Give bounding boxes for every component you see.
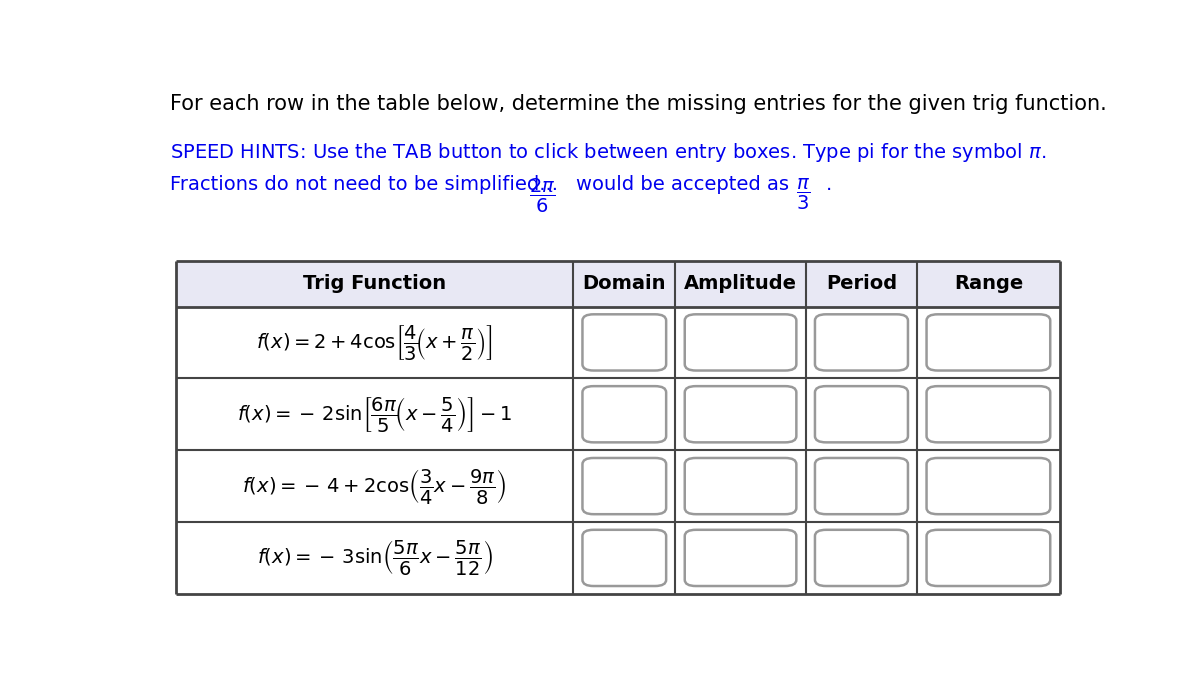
Text: Period: Period xyxy=(826,274,898,293)
Bar xyxy=(176,379,1060,450)
Text: would be accepted as: would be accepted as xyxy=(576,176,788,195)
Text: $f(x) = -\,4 + 2\cos\!\left(\dfrac{3}{4}x - \dfrac{9\pi}{8}\right)$: $f(x) = -\,4 + 2\cos\!\left(\dfrac{3}{4}… xyxy=(242,466,506,506)
FancyBboxPatch shape xyxy=(685,386,797,442)
Text: $f(x) = -\,3\sin\!\left(\dfrac{5\pi}{6}x - \dfrac{5\pi}{12}\right)$: $f(x) = -\,3\sin\!\left(\dfrac{5\pi}{6}x… xyxy=(257,538,492,577)
Bar xyxy=(176,306,1060,379)
FancyBboxPatch shape xyxy=(815,314,908,370)
FancyBboxPatch shape xyxy=(582,314,666,370)
FancyBboxPatch shape xyxy=(926,458,1050,514)
FancyBboxPatch shape xyxy=(582,530,666,586)
Text: Amplitude: Amplitude xyxy=(684,274,797,293)
Text: Domain: Domain xyxy=(582,274,666,293)
Text: Range: Range xyxy=(954,274,1024,293)
FancyBboxPatch shape xyxy=(685,530,797,586)
Bar xyxy=(176,522,1060,594)
FancyBboxPatch shape xyxy=(582,458,666,514)
Text: $\dfrac{\pi}{3}$: $\dfrac{\pi}{3}$ xyxy=(797,177,811,212)
Text: Trig Function: Trig Function xyxy=(304,274,446,293)
Text: Fractions do not need to be simplified...: Fractions do not need to be simplified..… xyxy=(170,176,558,195)
FancyBboxPatch shape xyxy=(926,314,1050,370)
FancyBboxPatch shape xyxy=(685,314,797,370)
Text: $f(x) = 2 + 4\cos\!\left[\dfrac{4}{3}\!\left(x + \dfrac{\pi}{2}\right)\right]$: $f(x) = 2 + 4\cos\!\left[\dfrac{4}{3}\!\… xyxy=(256,323,493,362)
FancyBboxPatch shape xyxy=(815,386,908,442)
Bar xyxy=(176,261,1060,306)
FancyBboxPatch shape xyxy=(582,386,666,442)
FancyBboxPatch shape xyxy=(926,386,1050,442)
FancyBboxPatch shape xyxy=(685,458,797,514)
Text: SPEED HINTS: Use the TAB button to click between entry boxes. Type pi for the sy: SPEED HINTS: Use the TAB button to click… xyxy=(170,141,1046,164)
FancyBboxPatch shape xyxy=(815,530,908,586)
FancyBboxPatch shape xyxy=(926,530,1050,586)
Bar xyxy=(176,450,1060,522)
Text: $f(x) = -\,2\sin\!\left[\dfrac{6\pi}{5}\!\left(x - \dfrac{5}{4}\right)\right] - : $f(x) = -\,2\sin\!\left[\dfrac{6\pi}{5}\… xyxy=(238,395,512,434)
Text: .: . xyxy=(826,176,833,195)
Text: For each row in the table below, determine the missing entries for the given tri: For each row in the table below, determi… xyxy=(170,94,1108,114)
FancyBboxPatch shape xyxy=(815,458,908,514)
Text: $\dfrac{2\pi}{6}$: $\dfrac{2\pi}{6}$ xyxy=(529,177,556,216)
